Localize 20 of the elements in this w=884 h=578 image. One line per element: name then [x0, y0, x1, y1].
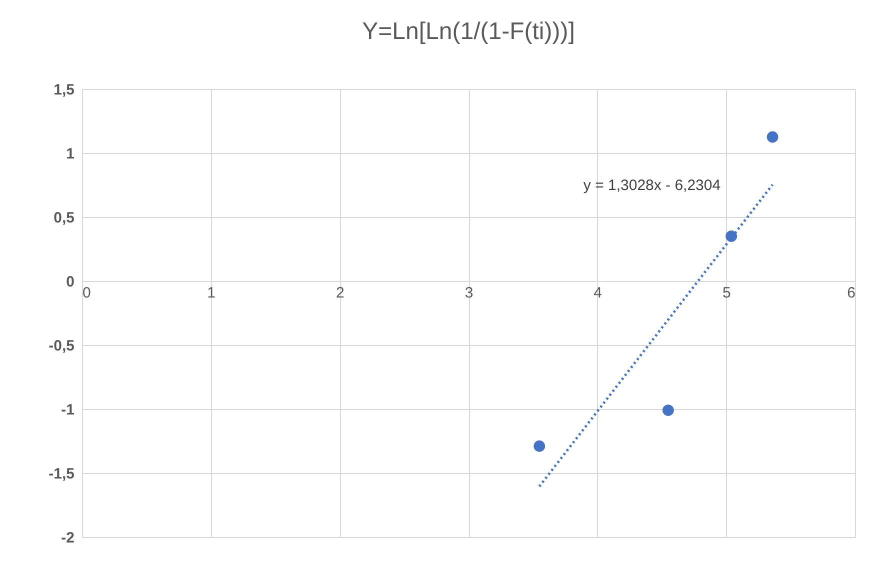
x-tick-label: 6: [847, 284, 856, 302]
point: [534, 440, 546, 452]
x-tick-label: 0: [82, 284, 91, 302]
y-tick-label: -0,5: [48, 338, 74, 354]
chart-title: Y=Ln[Ln(1/(1-F(ti)))]: [362, 18, 575, 45]
annotation: y = 1,3028x - 6,2304: [583, 177, 721, 194]
y-tick-label: 0,5: [54, 210, 74, 226]
x-tick-label: 5: [722, 284, 731, 302]
x-tick-label: 2: [336, 284, 344, 302]
x-tick-label: 3: [464, 284, 474, 302]
y-tick-label: -1,5: [48, 466, 74, 482]
x-tick-label: 4: [594, 284, 602, 302]
y-tick-label: 1: [66, 146, 74, 162]
x-tick-label: 1: [207, 284, 216, 302]
point: [662, 404, 674, 416]
y-tick-label: 1,5: [54, 82, 74, 98]
point: [766, 131, 778, 143]
y-tick-label: 0: [66, 274, 74, 290]
y-tick-label: -2: [61, 530, 74, 546]
y-tick-label: -1: [61, 402, 74, 418]
